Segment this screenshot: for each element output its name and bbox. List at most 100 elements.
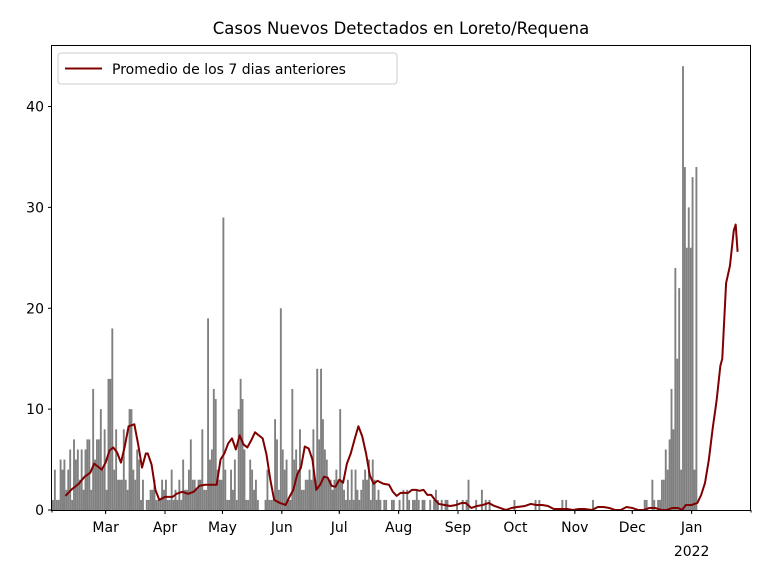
bar [122,429,125,510]
bar [59,459,62,510]
bar [352,499,355,510]
bar [195,489,198,510]
bar [406,489,409,510]
bar [287,499,290,510]
bar [222,217,225,511]
bar [184,489,187,510]
bar [84,449,87,510]
bar [214,399,217,510]
bar [645,499,648,510]
bar [119,479,121,510]
bar [145,499,148,510]
bar [364,469,367,510]
bar [63,459,66,510]
bar [216,469,219,510]
bar [302,489,305,510]
bar [88,439,91,510]
bar [170,469,173,510]
y-axis: 0 10 20 30 40 [26,100,52,519]
bar [421,499,424,510]
bar [78,479,81,510]
bar [140,499,142,510]
bar [132,469,135,510]
bar [413,499,416,510]
bar [433,499,435,510]
bar [285,459,288,510]
bar [134,479,137,510]
y-tick-label: 20 [26,301,44,317]
bar [592,499,594,510]
legend-label: Promedio de los 7 dias anteriores [112,62,346,78]
bar [316,368,319,510]
bar [343,489,345,510]
chart-title: Casos Nuevos Detectados en Loreto/Requen… [213,19,589,38]
bar [371,459,374,510]
bar [377,489,380,510]
x-tick-label: Mar [92,520,119,536]
bar [513,499,516,510]
bar [187,469,190,510]
bar [96,439,98,510]
bar [345,499,347,510]
bar [398,499,401,510]
bar [281,449,284,510]
bar [354,469,357,510]
bar [245,499,248,510]
y-tick-label: 0 [35,503,44,519]
bar [243,449,246,510]
bar [126,489,129,510]
bar [105,489,108,510]
bar [565,499,568,510]
bar [408,499,411,510]
bar [333,479,336,510]
bar [475,499,478,510]
bar [366,479,368,510]
bar [415,489,418,510]
bar [651,479,654,510]
bar [203,489,206,510]
y-tick-label: 10 [26,402,44,418]
bar [189,439,192,510]
bar [367,459,370,510]
bar [322,419,324,510]
bar [350,469,353,510]
bar [331,489,334,510]
bar [429,499,432,510]
bar [314,479,317,510]
x-axis: Mar Apr May Jun Jul Aug Sep Oct Nov Dec Jan 2022 [51,510,752,560]
bar [643,499,646,510]
bar [147,499,150,510]
bar [115,429,118,510]
bar [155,499,158,510]
bar [138,459,141,510]
bar [69,449,72,510]
x-tick-label: Dec [619,520,646,536]
bar [163,489,165,510]
bar [691,177,694,510]
x-tick-label: Jun [270,520,293,536]
bar [182,459,185,510]
bar [289,499,292,510]
bar [276,439,278,510]
bar [337,479,340,510]
bar [164,479,167,510]
bar [300,489,303,510]
bar [237,409,240,510]
bar [251,469,254,510]
bar [480,489,483,510]
bar [417,499,420,510]
bar [279,308,282,510]
moving-average-line [64,223,739,511]
bar [197,479,200,510]
y-tick-label: 30 [26,200,44,216]
bar [561,499,564,510]
bar [193,479,196,510]
bar [358,499,361,510]
bar [369,499,372,510]
bar [488,499,491,510]
legend-box [57,52,398,85]
bar [335,469,338,510]
bar [174,489,177,510]
bar [149,489,152,510]
